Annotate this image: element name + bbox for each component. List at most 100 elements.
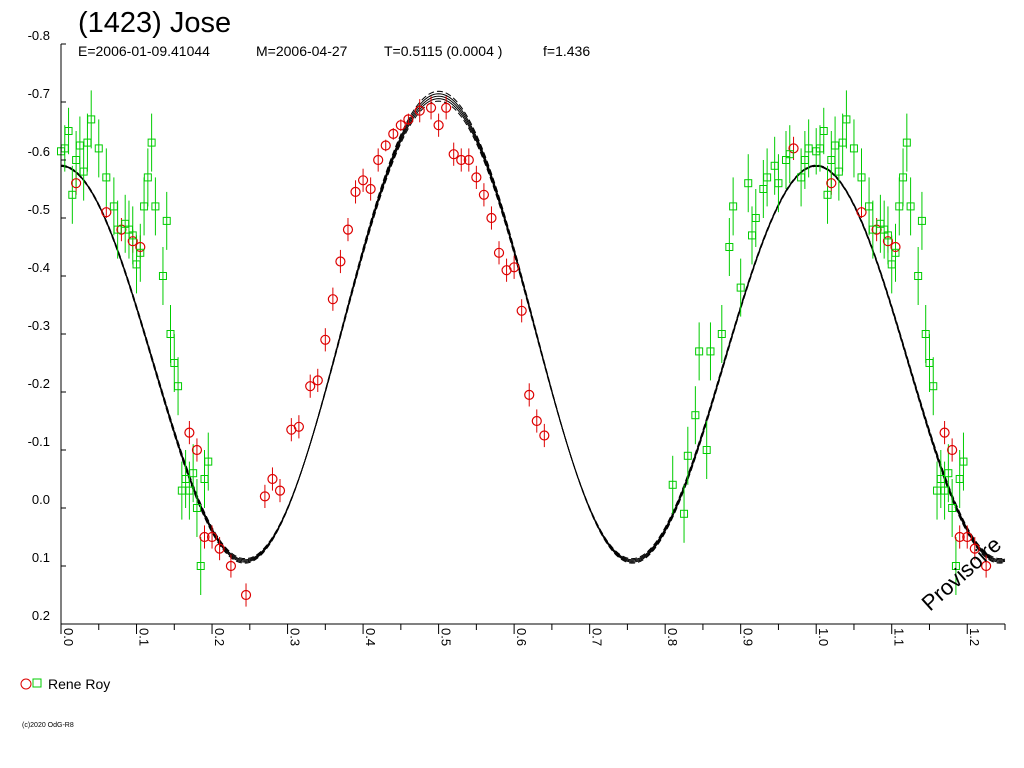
data-point-red xyxy=(441,102,452,113)
data-point-green xyxy=(921,330,930,338)
data-point-green xyxy=(744,179,753,188)
data-point-green xyxy=(838,138,847,147)
data-point-green xyxy=(834,167,843,176)
param-f: f=1.436 xyxy=(543,43,590,59)
data-point-red xyxy=(373,154,384,166)
y-tick-label: -0.3 xyxy=(28,318,50,333)
data-point-green xyxy=(831,141,840,150)
data-point-red xyxy=(962,531,973,543)
y-tick-label: 0.1 xyxy=(32,550,50,565)
data-point-green xyxy=(200,475,209,483)
data-point-green xyxy=(955,475,964,483)
x-tick-label: 0.6 xyxy=(514,628,529,646)
fit-curve-band xyxy=(60,98,1006,561)
x-tick-label: 0.1 xyxy=(137,628,152,646)
data-point-red xyxy=(531,415,542,427)
data-point-green xyxy=(917,216,926,225)
data-point-green xyxy=(109,202,118,211)
data-point-red xyxy=(127,236,138,247)
error-bars xyxy=(60,90,987,607)
x-tick-label: 0.3 xyxy=(288,628,303,646)
data-point-red xyxy=(969,543,980,554)
data-point-green xyxy=(883,231,892,240)
legend: Rene Roy xyxy=(20,676,110,692)
data-point-red xyxy=(184,427,195,438)
data-point-red xyxy=(312,375,323,386)
data-point-green xyxy=(819,127,828,135)
data-point-green xyxy=(64,127,73,135)
data-point-green xyxy=(702,446,711,454)
data-point-red xyxy=(267,473,278,485)
axes: -0.8 -0.7 -0.6 -0.5 -0.4 -0.3 -0.2 -0.1 0.0 0.1 0.… xyxy=(28,28,1006,646)
data-point-green xyxy=(868,225,877,234)
data-point-red xyxy=(493,247,505,258)
fit-curve-main xyxy=(60,95,1006,562)
data-point-red xyxy=(320,334,331,345)
data-point-green xyxy=(177,486,186,495)
data-point-green xyxy=(170,359,179,367)
data-point-red xyxy=(486,212,497,224)
data-point-green xyxy=(725,243,734,251)
copyright-text: (c)2020 OdG-R8 xyxy=(22,722,74,729)
data-points xyxy=(57,102,992,601)
x-tick-label: 1.0 xyxy=(816,628,831,646)
param-period: T=0.5115 (0.0004 ) xyxy=(384,43,502,59)
data-point-green xyxy=(865,202,874,211)
x-tick-label: 1.1 xyxy=(892,628,907,646)
data-point-red xyxy=(433,120,444,131)
data-point-green xyxy=(94,144,103,153)
data-point-red xyxy=(471,172,482,183)
data-point-red xyxy=(135,241,146,253)
data-point-green xyxy=(151,202,160,211)
data-point-green xyxy=(944,469,953,478)
x-tick-label: 0.2 xyxy=(212,628,227,646)
data-point-green xyxy=(948,504,957,512)
provisional-watermark: Provisoire xyxy=(917,532,1006,616)
data-point-green xyxy=(827,156,836,164)
data-point-green xyxy=(736,283,745,292)
data-point-green xyxy=(189,469,198,478)
data-point-green xyxy=(87,115,96,124)
data-point-green xyxy=(936,475,945,483)
data-point-red xyxy=(350,186,361,197)
data-point-red xyxy=(425,102,437,113)
fit-curve-band xyxy=(60,93,1006,563)
data-point-red xyxy=(342,224,354,235)
data-point-green xyxy=(804,144,813,153)
fit-curve-band xyxy=(60,90,1006,564)
data-point-green xyxy=(72,156,81,164)
y-tick-label: -0.5 xyxy=(28,202,50,217)
data-point-green xyxy=(759,185,768,193)
data-point-red xyxy=(456,154,467,166)
data-point-green xyxy=(143,173,152,182)
data-point-red xyxy=(939,427,950,438)
data-point-green xyxy=(668,480,677,489)
data-point-red xyxy=(448,149,459,160)
data-point-green xyxy=(196,562,205,570)
data-point-green xyxy=(763,173,772,182)
data-point-green xyxy=(166,330,175,338)
fit-curve-band xyxy=(60,100,1006,560)
data-point-green xyxy=(914,272,923,280)
data-point-green xyxy=(113,225,122,234)
data-point-green xyxy=(695,347,704,356)
data-point-green xyxy=(933,486,942,495)
data-point-red xyxy=(826,178,837,189)
data-point-red xyxy=(478,189,490,200)
param-mid: M=2006-04-27 xyxy=(256,43,348,59)
data-point-red xyxy=(463,154,474,166)
data-point-red xyxy=(388,128,399,139)
legend-circle-marker xyxy=(20,678,32,690)
data-point-green xyxy=(857,173,866,182)
data-point-red xyxy=(259,491,271,502)
data-point-green xyxy=(906,202,915,211)
data-point-red xyxy=(414,105,425,116)
data-point-green xyxy=(691,411,700,420)
data-point-red xyxy=(395,120,406,131)
data-point-green xyxy=(717,330,726,338)
data-point-red xyxy=(327,294,338,305)
y-tick-label: -0.8 xyxy=(28,28,50,43)
data-point-red xyxy=(214,543,225,554)
data-point-red xyxy=(357,175,369,186)
data-point-red xyxy=(380,140,391,151)
